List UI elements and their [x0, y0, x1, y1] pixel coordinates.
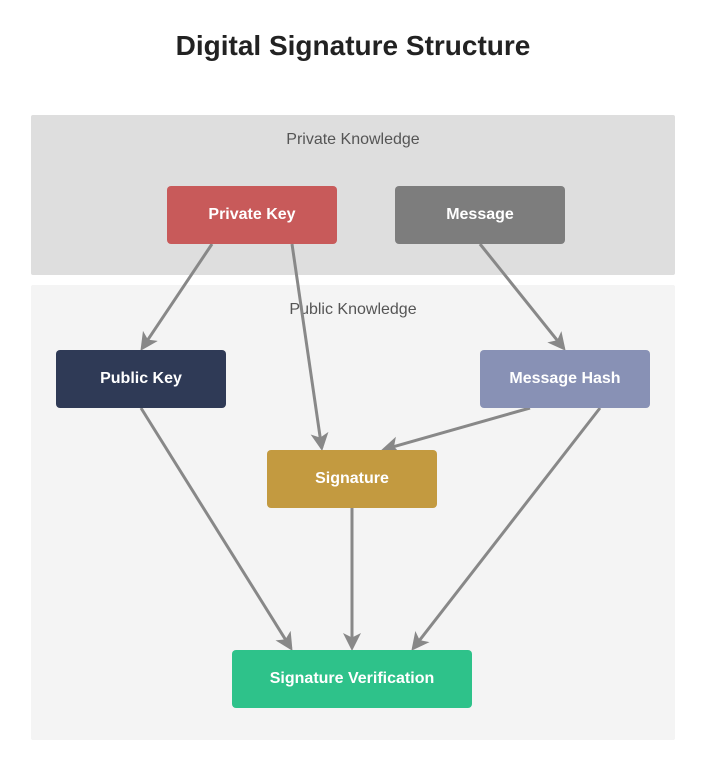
node-verification: Signature Verification: [232, 650, 472, 708]
node-verification-label: Signature Verification: [270, 670, 434, 688]
node-public-key: Public Key: [56, 350, 226, 408]
node-message: Message: [395, 186, 565, 244]
node-public-key-label: Public Key: [100, 370, 182, 388]
node-signature: Signature: [267, 450, 437, 508]
region-private-label: Private Knowledge: [31, 131, 675, 149]
node-private-key: Private Key: [167, 186, 337, 244]
diagram-canvas: Digital Signature Structure Private Know…: [0, 0, 706, 771]
node-message-hash: Message Hash: [480, 350, 650, 408]
node-private-key-label: Private Key: [208, 206, 295, 224]
node-signature-label: Signature: [315, 470, 389, 488]
region-private-knowledge: Private Knowledge: [31, 115, 675, 275]
diagram-title: Digital Signature Structure: [0, 30, 706, 62]
node-message-hash-label: Message Hash: [509, 370, 620, 388]
node-message-label: Message: [446, 206, 514, 224]
region-public-label: Public Knowledge: [31, 301, 675, 319]
